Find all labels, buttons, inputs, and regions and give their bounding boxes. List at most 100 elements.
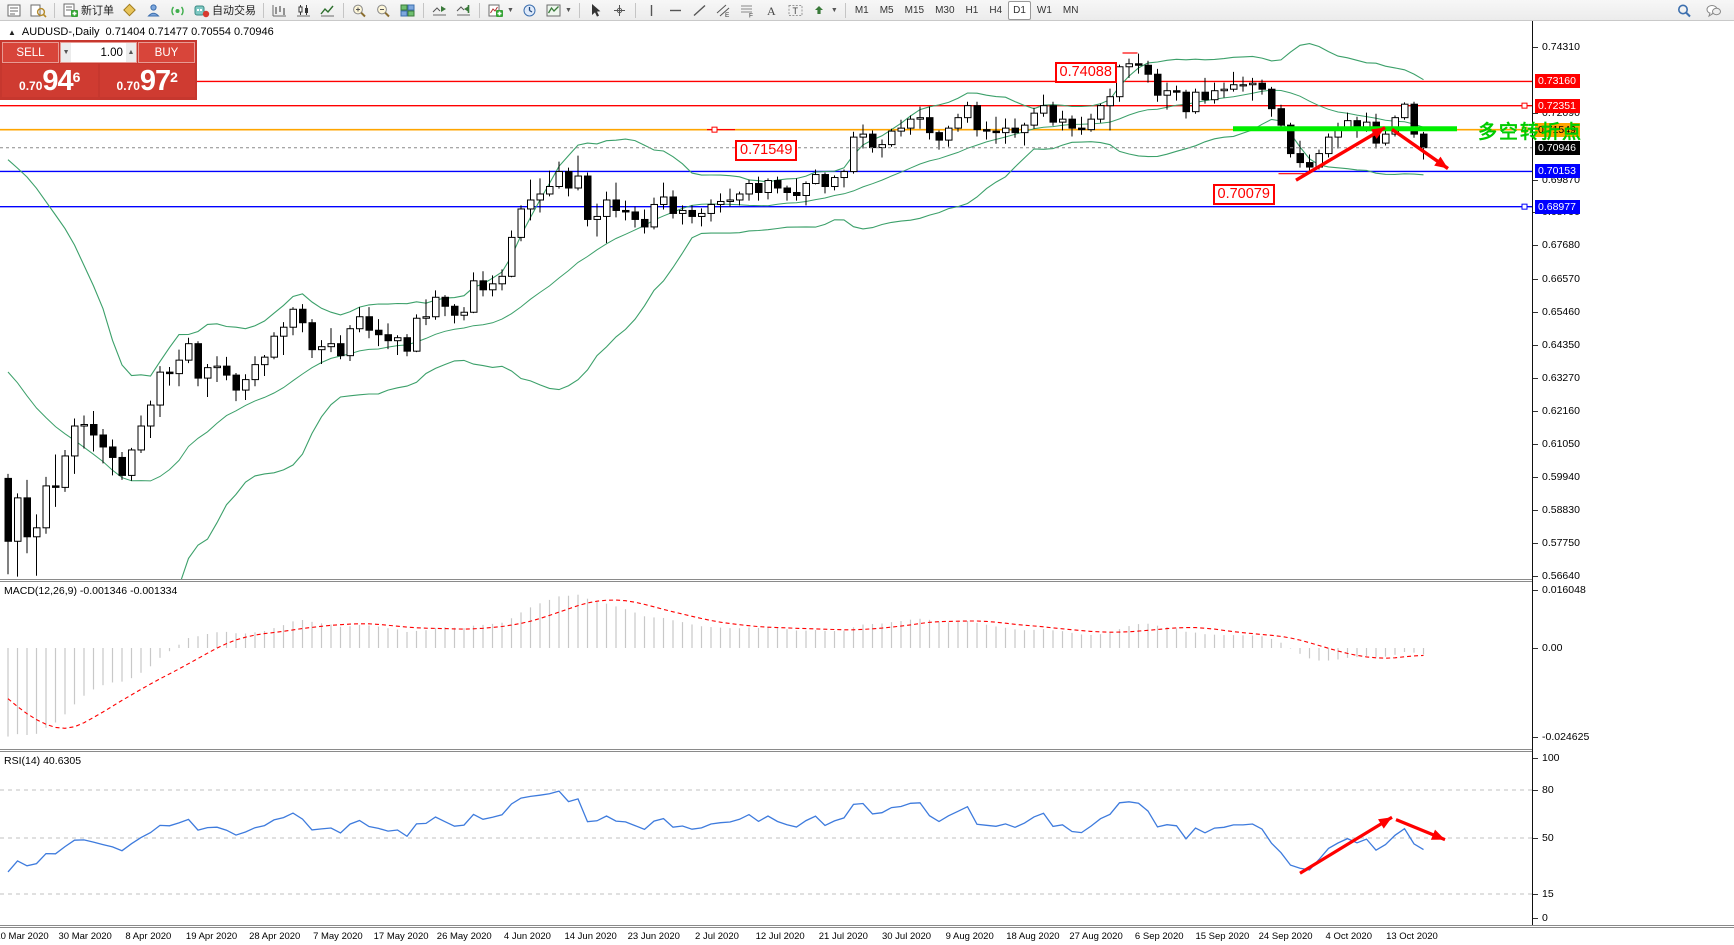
volume-up-button[interactable]: ▲ <box>125 43 136 62</box>
date-label: 23 Jun 2020 <box>627 931 680 942</box>
data-window-icon[interactable] <box>27 1 50 20</box>
sell-price-main: 94 <box>42 65 73 97</box>
tf-button-m1[interactable]: M1 <box>854 4 869 16</box>
axis-tick-mark <box>1533 918 1538 919</box>
charts-list-icon[interactable] <box>3 1 26 20</box>
fibonacci-icon[interactable]: F <box>736 1 759 20</box>
template-icon[interactable]: ▼ <box>542 1 575 20</box>
sell-button[interactable]: SELL <box>2 42 59 63</box>
horizontal-line-icon[interactable] <box>664 1 687 20</box>
toolbar-separator <box>479 2 480 18</box>
axis-tick-mark <box>1533 758 1538 759</box>
date-axis[interactable]: 20 Mar 2020 30 Mar 2020 8 Apr 2020 19 Apr 2… <box>0 928 1734 945</box>
date-label: 6 Sep 2020 <box>1134 931 1184 942</box>
ohlc-bars-icon[interactable] <box>268 1 291 20</box>
candlestick-type-icon[interactable] <box>292 1 315 20</box>
new-order-button[interactable]: 新订单 <box>59 1 117 20</box>
zoom-out-icon[interactable] <box>372 1 395 20</box>
axis-tick-mark <box>1533 838 1538 839</box>
rsi-tick-label: 0 <box>1542 912 1548 924</box>
text-icon[interactable]: A <box>760 1 783 20</box>
chat-icon[interactable] <box>1702 1 1725 20</box>
price-badge-0.70946: 0.70946 <box>1535 140 1580 155</box>
axis-tick-mark <box>1533 790 1538 791</box>
price-tick-label: 0.74310 <box>1542 41 1580 53</box>
axis-tick-mark <box>1533 377 1538 379</box>
toolbar-separator <box>423 2 424 18</box>
macd-plot[interactable]: MACD(12,26,9) -0.001346 -0.001334 <box>0 582 1532 749</box>
equidistant-channel-icon[interactable]: E <box>712 1 735 20</box>
toolbar-separator <box>578 2 580 18</box>
date-label: 4 Oct 2020 <box>1325 931 1373 942</box>
tf-button-mn[interactable]: MN <box>1062 4 1079 16</box>
level-price-callout[interactable]: 0.71549 <box>735 139 798 161</box>
sell-price[interactable]: 0.70 94 6 <box>2 64 98 97</box>
community-icon[interactable] <box>142 1 165 20</box>
chart-shift-icon[interactable] <box>452 1 475 20</box>
trendline-icon[interactable] <box>688 1 711 20</box>
buy-button[interactable]: BUY <box>138 42 195 63</box>
volume-down-button[interactable]: ▼ <box>61 43 72 62</box>
price-tick-label: 0.65460 <box>1542 305 1580 318</box>
low-price-callout[interactable]: 0.70079 <box>1212 183 1275 205</box>
axis-tick-mark <box>1533 648 1538 649</box>
axis-tick-mark <box>1533 510 1538 512</box>
high-price-callout[interactable]: 0.74088 <box>1054 62 1117 83</box>
buy-price-prefix: 0.70 <box>116 79 140 93</box>
tf-button-m30[interactable]: M30 <box>935 4 955 16</box>
one-click-trading-panel: SELL ▼ ▲ BUY 0.70 94 6 0.70 97 2 <box>0 40 197 100</box>
date-label: 28 Apr 2020 <box>249 931 301 942</box>
toolbar-separator <box>54 2 55 18</box>
price-tick-label: 0.56640 <box>1542 570 1580 582</box>
price-badge-0.68977: 0.68977 <box>1535 199 1580 214</box>
metaeditor-icon[interactable] <box>118 1 141 20</box>
cursor-icon[interactable] <box>584 1 607 20</box>
date-label: 26 May 2020 <box>436 931 492 942</box>
tile-windows-icon[interactable] <box>396 1 419 20</box>
auto-scroll-icon[interactable] <box>428 1 451 20</box>
autotrade-button[interactable]: 自动交易 <box>190 1 259 20</box>
text-label-icon[interactable]: T <box>784 1 807 20</box>
price-tick-label: 0.67680 <box>1542 239 1580 252</box>
axis-tick-mark <box>1533 245 1538 247</box>
ohlc-values-label: 0.71404 0.71477 0.70554 0.70946 <box>105 26 274 38</box>
tf-button-d1[interactable]: D1 <box>1008 0 1031 20</box>
macd-tick-label: 0.00 <box>1542 642 1563 654</box>
date-label: 21 Jul 2020 <box>818 931 868 942</box>
panel-separator[interactable] <box>0 749 1734 752</box>
sell-price-pip: 6 <box>72 69 81 85</box>
svg-text:T: T <box>792 6 798 16</box>
clock-icon[interactable] <box>518 1 541 20</box>
arrows-icon[interactable]: ▼ <box>808 1 841 20</box>
add-indicator-button[interactable]: ▼ <box>484 1 517 20</box>
tf-button-h1[interactable]: H1 <box>965 4 979 16</box>
axis-tick-mark <box>1533 345 1538 347</box>
tf-button-m5[interactable]: M5 <box>879 4 894 16</box>
signal-icon[interactable] <box>166 1 189 20</box>
date-label: 15 Sep 2020 <box>1195 931 1250 942</box>
tf-button-m15[interactable]: M15 <box>904 4 925 16</box>
search-icon[interactable] <box>1673 1 1696 20</box>
price-axis[interactable]: 0.743100.720900.698700.687900.676800.665… <box>1532 21 1734 925</box>
rsi-tick-label: 50 <box>1542 832 1554 844</box>
line-type-icon[interactable] <box>316 1 339 20</box>
chart-window[interactable]: ▲ AUDUSD-,Daily 0.71404 0.71477 0.70554 … <box>0 21 1734 945</box>
zoom-in-icon[interactable] <box>348 1 371 20</box>
volume-input[interactable] <box>71 43 126 62</box>
price-chart-plot[interactable] <box>0 21 1532 579</box>
buy-price[interactable]: 0.70 97 2 <box>99 64 195 97</box>
tf-button-w1[interactable]: W1 <box>1036 4 1052 16</box>
vertical-line-icon[interactable] <box>640 1 663 20</box>
turning-point-annotation[interactable]: 多空转折点 <box>1478 122 1584 143</box>
crosshair-icon[interactable] <box>608 1 631 20</box>
symbol-period-label: AUDUSD-,Daily <box>21 26 100 38</box>
price-tick-label: 0.58830 <box>1542 504 1580 517</box>
panel-separator[interactable] <box>0 579 1734 582</box>
price-tick-label: 0.66570 <box>1542 272 1580 285</box>
sell-price-prefix: 0.70 <box>19 79 43 93</box>
collapse-triangle-icon[interactable]: ▲ <box>8 27 16 37</box>
rsi-plot[interactable]: RSI(14) 40.6305 <box>0 752 1532 925</box>
buy-price-pip: 2 <box>170 69 178 85</box>
date-label: 30 Jul 2020 <box>881 931 932 942</box>
tf-button-h4[interactable]: H4 <box>989 4 1003 16</box>
